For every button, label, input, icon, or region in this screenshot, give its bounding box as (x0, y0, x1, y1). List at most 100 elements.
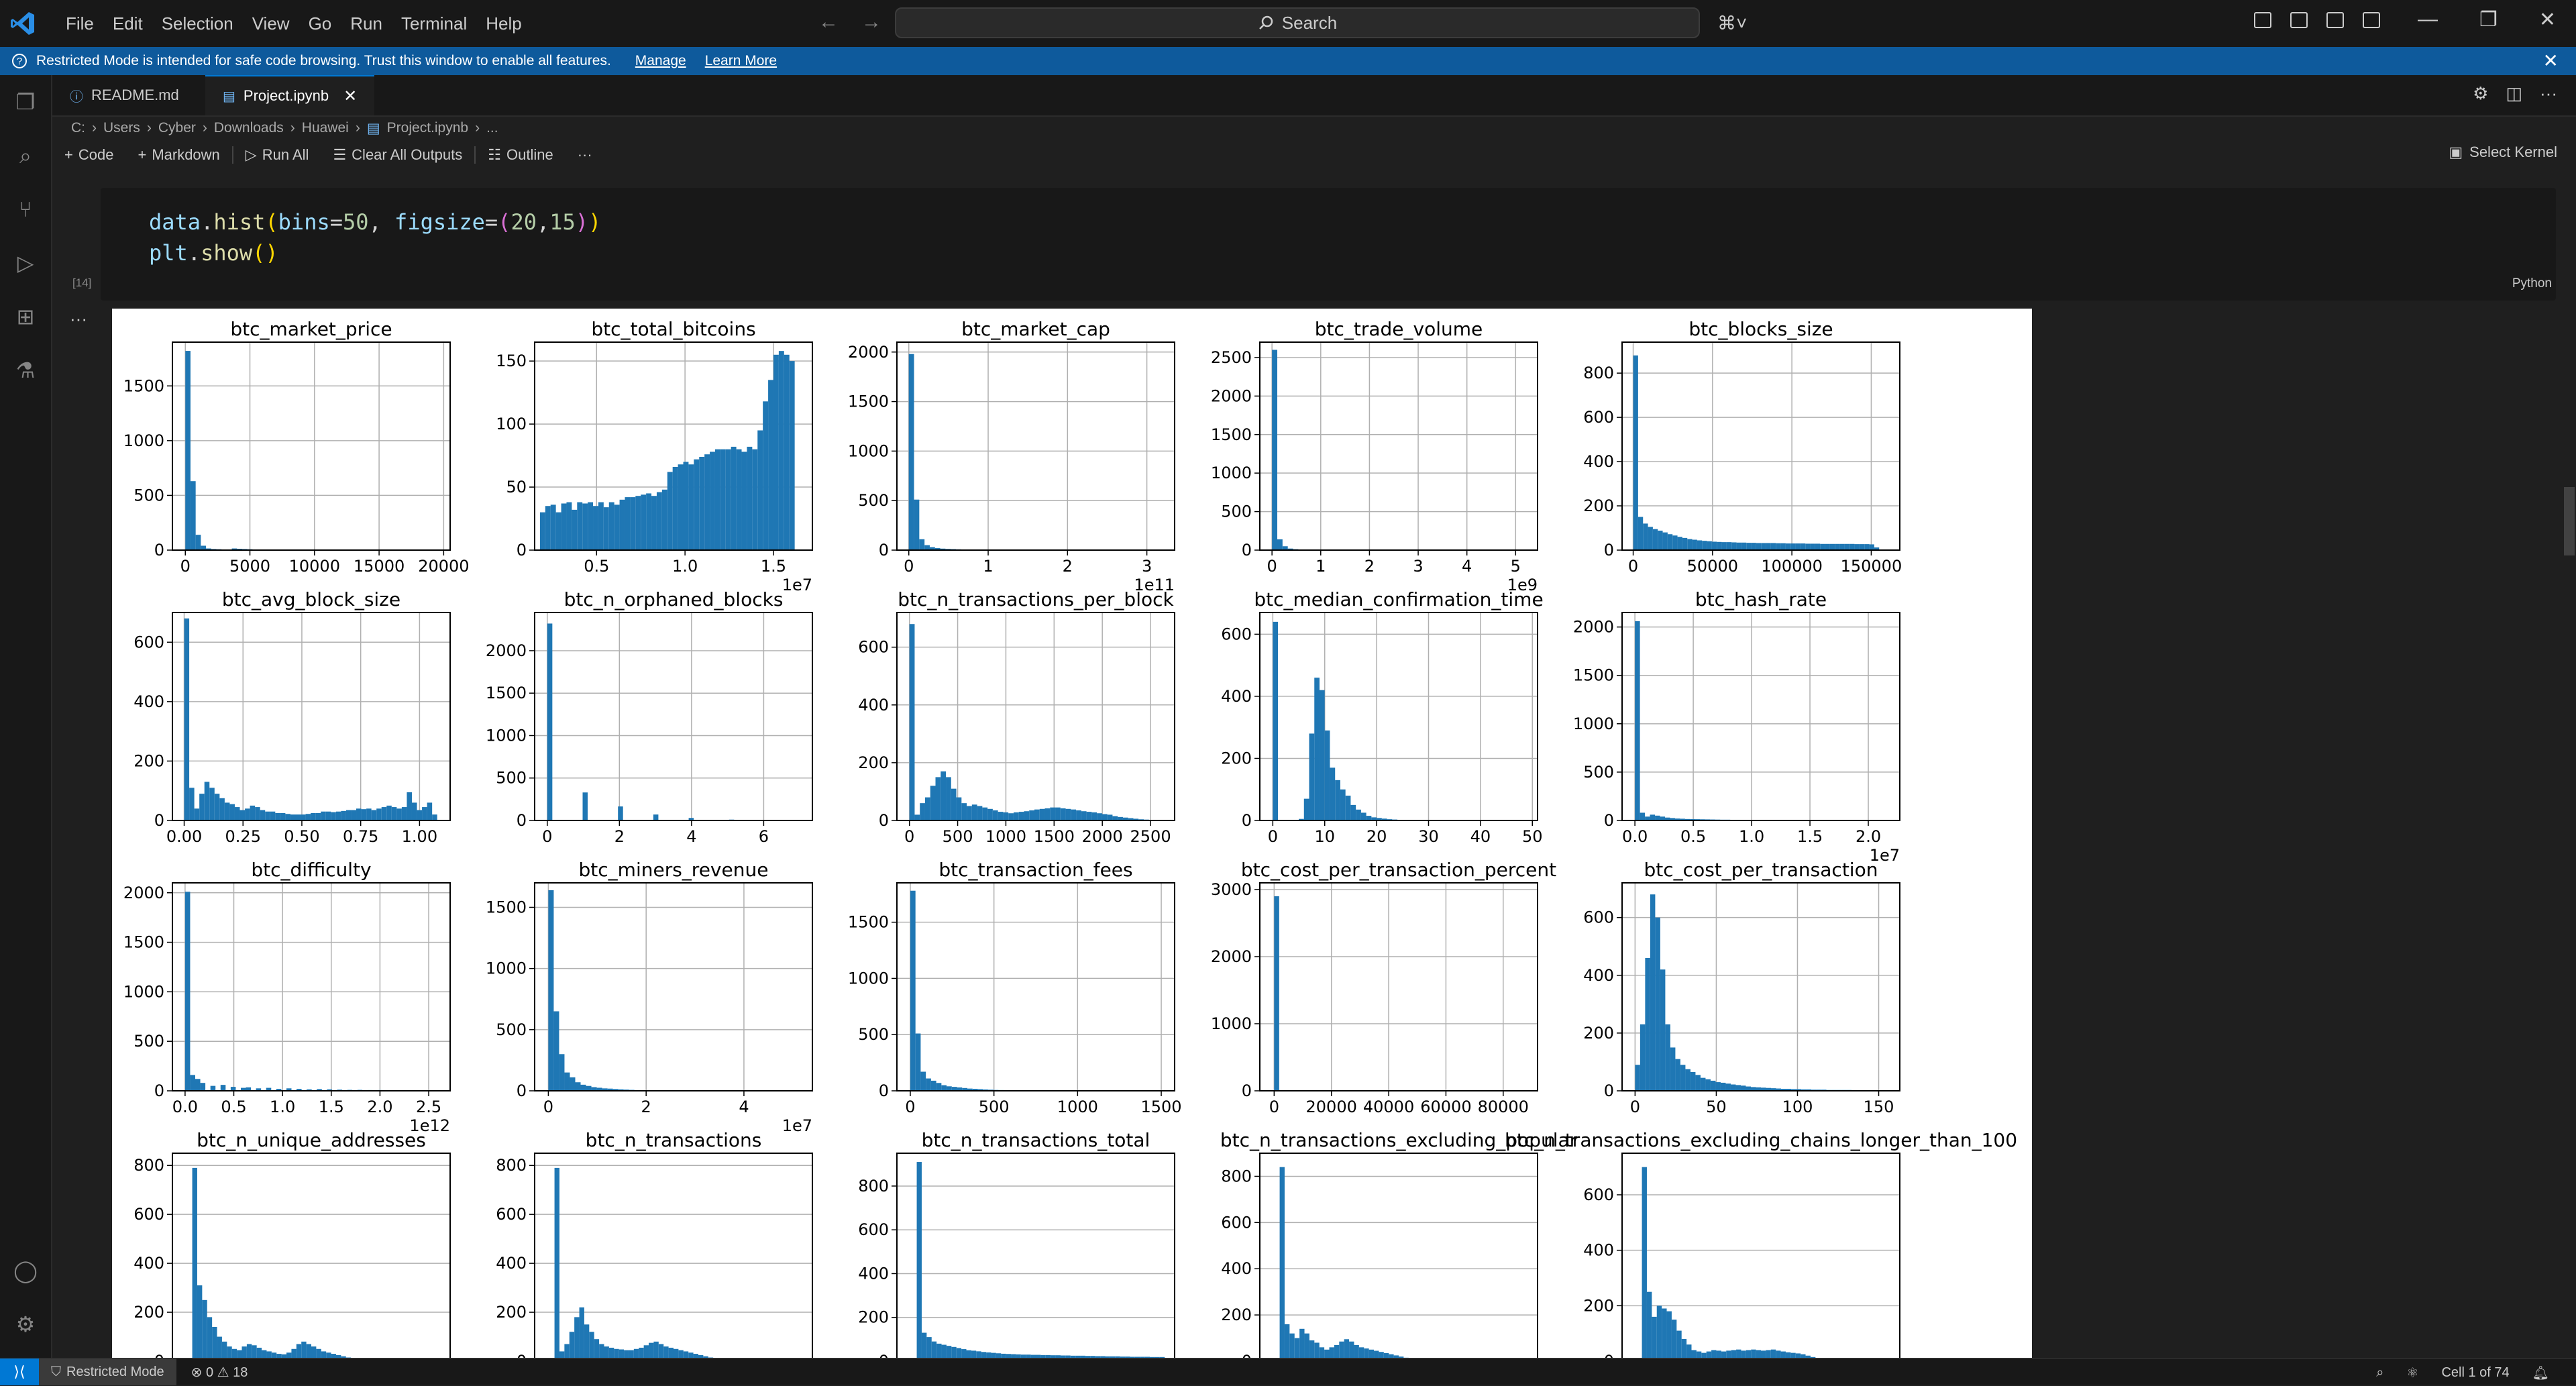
outline-button[interactable]: ☷Outline (488, 146, 553, 164)
restore-icon[interactable]: ❐ (2479, 8, 2498, 32)
tab-label: Project.ipynb (244, 87, 329, 105)
menu-run[interactable]: Run (341, 0, 392, 47)
settings-gear-icon[interactable]: ⚙ (2473, 83, 2488, 104)
breadcrumb-item[interactable]: ... (486, 120, 498, 136)
manage-gear-icon[interactable]: ⚙ (12, 1311, 39, 1338)
toggle-primary-sidebar-icon[interactable] (2290, 12, 2308, 28)
customize-layout-icon[interactable] (2254, 12, 2271, 28)
search-sidebar-icon[interactable]: ⌕ (12, 142, 39, 169)
zoom-icon[interactable]: ⌕ (2376, 1365, 2383, 1381)
account-icon[interactable]: ◯ (12, 1257, 39, 1284)
y-tick-label: 600 (1583, 1185, 1614, 1204)
y-tick-label: 0 (879, 1081, 889, 1100)
x-tick-label: 1500 (1034, 827, 1075, 846)
add-code-button[interactable]: +Code (64, 146, 113, 164)
cell-language[interactable]: Python (2512, 276, 2552, 291)
histogram-bar (1662, 1308, 1666, 1361)
notifications-bell-icon[interactable]: 🔔︎ (2532, 1365, 2549, 1381)
learn-more-link[interactable]: Learn More (705, 53, 777, 69)
breadcrumb-item[interactable]: Huawei (302, 120, 349, 136)
y-tick-label: 400 (133, 1254, 164, 1273)
manage-link[interactable]: Manage (635, 53, 686, 69)
histogram-title: btc_hash_rate (1695, 588, 1827, 610)
histogram-bar (321, 812, 326, 820)
code-number: 20 (511, 209, 537, 235)
menu-view[interactable]: View (243, 0, 299, 47)
menu-terminal[interactable]: Terminal (392, 0, 476, 47)
code-cell[interactable]: data.hist(bins=50, figsize=(20,15)) plt.… (101, 188, 2556, 301)
histogram-bar (250, 806, 256, 820)
tab-project-ipynb[interactable]: ▤ Project.ipynb ✕ (205, 75, 374, 115)
menu-selection[interactable]: Selection (152, 0, 243, 47)
menu-help[interactable]: Help (476, 0, 531, 47)
search-icon (1258, 15, 1274, 31)
histogram-bar (1721, 1083, 1726, 1091)
x-tick-label: 2 (641, 1098, 651, 1116)
toolbar-more-button[interactable]: ··· (578, 146, 592, 164)
histogram-bar (1693, 540, 1697, 551)
histogram-bar (201, 1083, 206, 1091)
histogram-bar (566, 502, 572, 550)
histogram-bar (555, 1168, 559, 1361)
explorer-icon[interactable]: ❐ (12, 89, 39, 115)
clear-all-outputs-button[interactable]: ☰Clear All Outputs (333, 146, 462, 164)
more-actions-icon[interactable]: ··· (2540, 83, 2557, 104)
breadcrumb-item[interactable]: Users (103, 120, 140, 136)
x-tick-label: 1000 (1057, 1098, 1098, 1116)
kernel-status-icon[interactable]: ⚛ (2407, 1365, 2419, 1381)
run-debug-icon[interactable]: ▷ (12, 250, 39, 276)
select-kernel-button[interactable]: ▣ Select Kernel (2449, 144, 2557, 161)
source-control-icon[interactable]: ⑂ (12, 196, 39, 223)
histogram-bar (1050, 808, 1055, 820)
breadcrumb-item[interactable]: Project.ipynb (387, 120, 468, 136)
close-banner-icon[interactable]: ✕ (2543, 50, 2559, 72)
restricted-mode-status[interactable]: ⛉ Restricted Mode (39, 1358, 176, 1385)
menu-edit[interactable]: Edit (103, 0, 152, 47)
split-editor-icon[interactable]: ◫ (2506, 83, 2522, 104)
command-center-search[interactable]: Search (895, 7, 1700, 38)
minimize-icon[interactable]: — (2418, 8, 2438, 32)
histogram-bar (614, 504, 620, 550)
extensions-icon[interactable]: ⊞ (12, 303, 39, 330)
histogram-bar (993, 810, 998, 820)
remote-indicator-icon[interactable]: ⟩⟨ (0, 1358, 39, 1385)
histogram-bar (1366, 816, 1372, 820)
output-more-icon[interactable]: ··· (70, 309, 87, 329)
cell-position[interactable]: Cell 1 of 74 (2441, 1365, 2509, 1381)
histogram-bar (1299, 1329, 1304, 1361)
chevron-right-icon: › (475, 120, 480, 136)
toggle-panel-icon[interactable] (2326, 12, 2344, 28)
add-markdown-button[interactable]: +Markdown (138, 146, 219, 164)
code-editor[interactable]: data.hist(bins=50, figsize=(20,15)) plt.… (149, 207, 601, 268)
histogram-bar (295, 814, 301, 820)
back-arrow-icon[interactable]: ← (818, 11, 839, 34)
x-tick-label: 0 (180, 557, 191, 576)
editor-scrollbar[interactable] (2564, 487, 2575, 555)
y-tick-label: 800 (858, 1177, 889, 1195)
histogram-bar (1309, 733, 1315, 820)
copilot-icon[interactable]: ⌘˅ (1717, 12, 1747, 34)
problems-status[interactable]: ⊗ 0 ⚠ 18 (191, 1364, 248, 1381)
forward-arrow-icon[interactable]: → (861, 11, 881, 34)
menu-file[interactable]: File (56, 0, 103, 47)
testing-icon[interactable]: ⚗ (12, 357, 39, 384)
histogram-bar (699, 457, 704, 550)
close-window-icon[interactable]: ✕ (2539, 8, 2556, 32)
breadcrumb-item[interactable]: Cyber (158, 120, 196, 136)
status-bar: ⟩⟨ ⛉ Restricted Mode ⊗ 0 ⚠ 18 ⌕ ⚛ Cell 1… (0, 1358, 2576, 1385)
histogram-bar (1029, 810, 1034, 820)
histogram-bar (773, 355, 779, 550)
tab-readme[interactable]: ⓘ README.md (52, 75, 197, 115)
close-tab-icon[interactable]: ✕ (343, 87, 357, 106)
y-tick-label: 800 (133, 1156, 164, 1175)
histogram-bar (1277, 539, 1283, 550)
breadcrumb-item[interactable]: Downloads (214, 120, 284, 136)
layout-controls (2254, 12, 2380, 28)
menu-go[interactable]: Go (299, 0, 341, 47)
y-tick-label: 0 (1242, 811, 1252, 830)
breadcrumb-item[interactable]: C: (71, 120, 85, 136)
toggle-secondary-sidebar-icon[interactable] (2363, 12, 2380, 28)
run-all-button[interactable]: ▷Run All (246, 146, 309, 164)
